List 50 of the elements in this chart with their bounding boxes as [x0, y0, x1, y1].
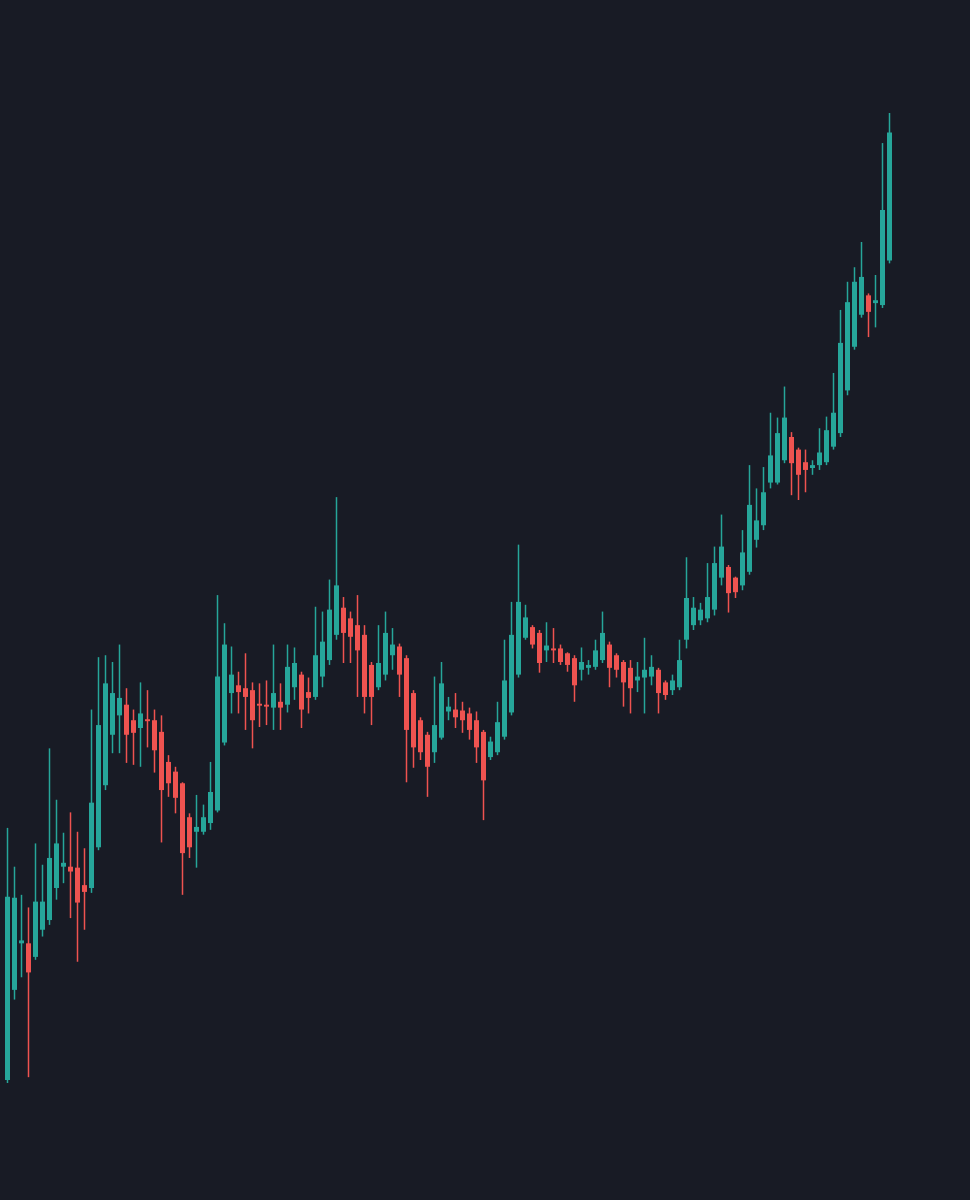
candlestick [271, 643, 276, 731]
candlestick [593, 638, 598, 671]
candlestick [754, 487, 759, 549]
candlestick [194, 794, 199, 869]
candlestick [670, 673, 675, 696]
candlestick [348, 610, 353, 664]
candlestick [523, 604, 528, 641]
candlestick [82, 847, 87, 931]
candlestick [621, 659, 626, 708]
candlestick [278, 682, 283, 731]
candlestick [138, 681, 143, 768]
candlestick [705, 562, 710, 623]
candlestick [817, 427, 822, 471]
candlestick [243, 652, 248, 731]
candlestick [530, 624, 535, 650]
candlestick [19, 894, 24, 979]
candlestick [733, 575, 738, 599]
candlestick [117, 643, 122, 754]
candlestick [257, 682, 262, 728]
candlestick [488, 735, 493, 761]
candlestick [390, 627, 395, 671]
candlestick [201, 803, 206, 836]
candlestick [656, 667, 661, 715]
candlestick [628, 659, 633, 715]
candlestick [453, 692, 458, 729]
candlestick [131, 708, 136, 766]
candlestick [691, 596, 696, 631]
candlestick [565, 651, 570, 673]
candlestick [558, 643, 563, 666]
candlestick [467, 706, 472, 741]
candlestick [68, 811, 73, 919]
candlestick [803, 448, 808, 494]
candlestick [663, 679, 668, 701]
candlestick [642, 637, 647, 715]
candlestick [264, 679, 269, 726]
candlestick [607, 640, 612, 688]
candlestick [306, 676, 311, 715]
candlestick [166, 754, 171, 798]
candlestick [236, 670, 241, 715]
candlestick [460, 701, 465, 734]
candlestick [649, 654, 654, 687]
candlestick [145, 689, 150, 749]
candlestick [866, 292, 871, 338]
candlestick [229, 645, 234, 715]
candlestick [61, 831, 66, 884]
candlestick [698, 602, 703, 626]
candlestick [614, 652, 619, 679]
candlestick [579, 646, 584, 682]
candlestick [551, 627, 556, 664]
candlestick [873, 274, 878, 329]
